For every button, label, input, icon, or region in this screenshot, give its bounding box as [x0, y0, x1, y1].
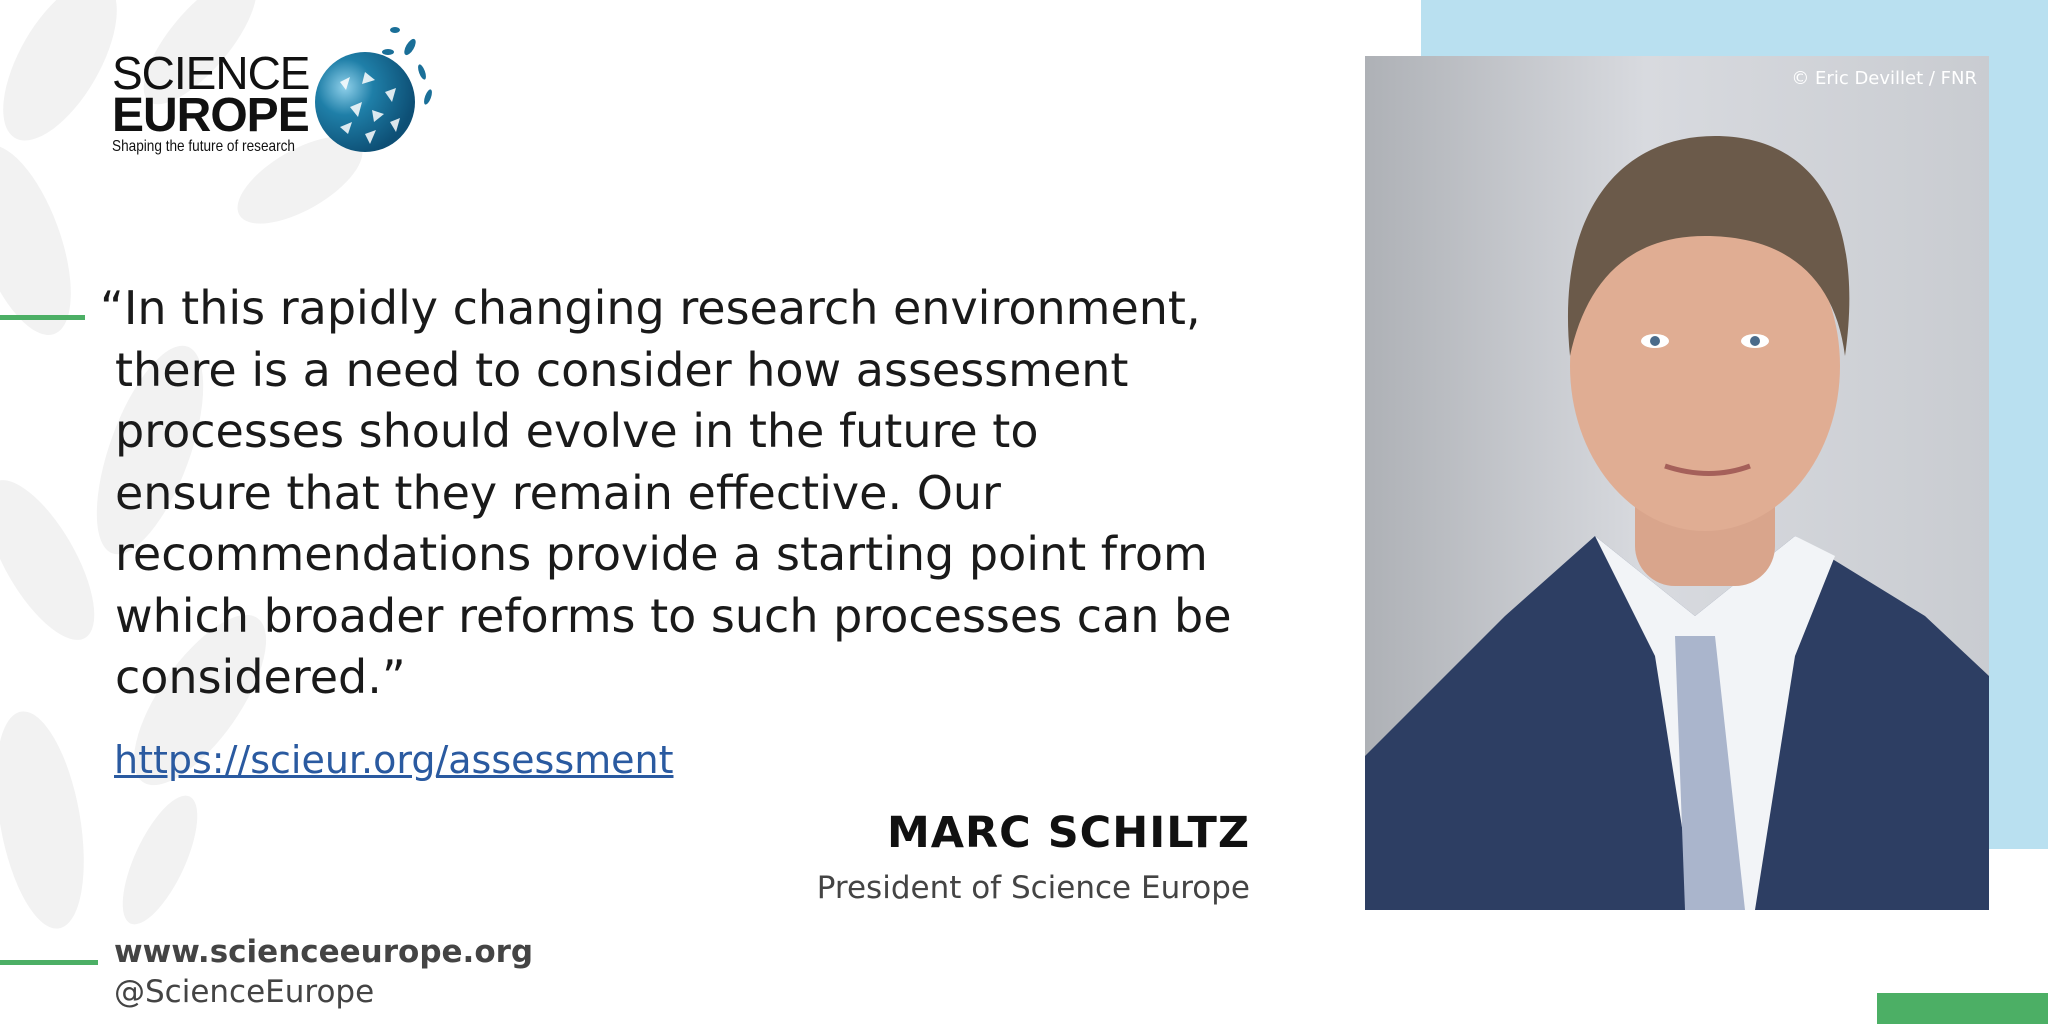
quote-line: “In this rapidly changing research envir…: [100, 281, 1201, 335]
assessment-link[interactable]: https://scieur.org/assessment: [114, 738, 674, 782]
quote-line: recommendations provide a starting point…: [115, 527, 1208, 581]
quote-line: processes should evolve in the future to: [115, 404, 1039, 458]
portrait-photo: © Eric Devillet / FNR: [1365, 56, 1989, 910]
quote-line: there is a need to consider how assessme…: [115, 342, 1129, 397]
quote-line: considered.”: [115, 650, 406, 704]
social-handle[interactable]: @ScienceEurope: [114, 974, 375, 1010]
decorative-green-block: [1877, 993, 2048, 1024]
accent-line-footer: [0, 960, 98, 965]
person-name: MARC SCHILTZ: [886, 808, 1250, 858]
logo-text-europe: EUROPE: [112, 89, 310, 142]
person-role: President of Science Europe: [816, 870, 1250, 906]
quote-line: ensure that they remain effective. Our: [115, 465, 1001, 520]
science-europe-logo: SCIENCE EUROPE Shaping the future of res…: [112, 22, 432, 162]
quote-line: which broader reforms to such processes …: [115, 588, 1232, 643]
quote-text: “In this rapidly changing research envir…: [100, 278, 1280, 709]
logo-text-science: SCIENCE: [112, 47, 310, 99]
portrait-illustration: [1365, 136, 1989, 910]
photo-credit: © Eric Devillet / FNR: [1791, 68, 1977, 89]
globe-icon: [315, 27, 432, 152]
accent-line-quote: [0, 315, 85, 320]
logo-tagline: Shaping the future of research: [112, 138, 295, 155]
leaf-pattern-background: [0, 0, 363, 929]
website-link[interactable]: www.scienceeurope.org: [114, 934, 534, 970]
